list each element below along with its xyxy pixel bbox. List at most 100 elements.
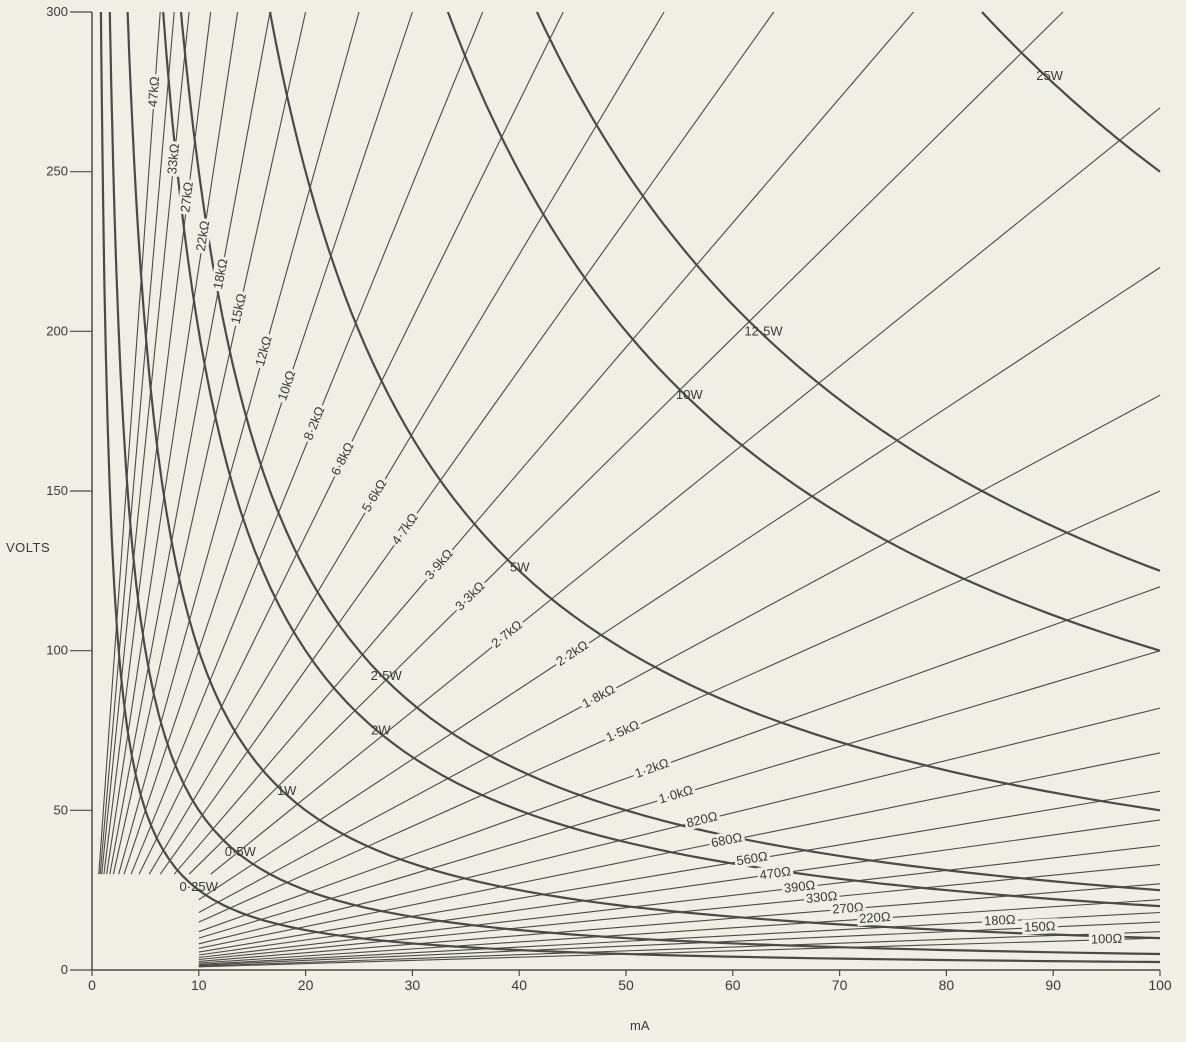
y-axis-label: VOLTS: [6, 540, 51, 555]
resistance-line-7: [118, 11, 360, 875]
resistance-label-bg-15: [486, 615, 527, 652]
resistance-label-bg-13: [420, 544, 458, 584]
resistance-label-11: 5·6kΩ: [359, 476, 390, 514]
resistance-line-19: [198, 586, 1161, 933]
resistance-label-9: 8·2kΩ: [300, 404, 327, 442]
power-curve-8: [981, 11, 1161, 173]
y-tick-label-5: 250: [46, 164, 68, 179]
resistance-line-11: [148, 11, 665, 875]
resistance-line-24: [198, 819, 1161, 956]
resistance-label-bg-16: [551, 635, 593, 670]
power-label-2: 1W: [277, 783, 297, 798]
resistance-label-21: 820Ω: [685, 808, 719, 830]
resistance-line-23: [198, 790, 1161, 953]
power-curve-0: [99, 11, 1161, 964]
power-label-6: 10W: [676, 387, 703, 402]
resistance-line-9: [130, 11, 484, 875]
y-tick-label-6: 300: [46, 4, 68, 19]
x-tick-label-3: 30: [405, 977, 421, 993]
resistance-label-12: 4·7kΩ: [388, 510, 421, 547]
resistance-label-bg-23: [733, 847, 771, 869]
power-curve-4: [179, 11, 1161, 892]
resistance-line-14: [188, 11, 1064, 875]
resistance-label-bg-19: [630, 754, 673, 782]
resistance-line-6: [112, 11, 307, 875]
x-axis-label: mA: [630, 1018, 650, 1033]
resistance-line-13: [173, 11, 914, 875]
resistance-label-32: 100Ω: [1091, 931, 1123, 947]
resistance-label-23: 560Ω: [735, 848, 769, 868]
resistance-label-bg-9: [299, 402, 329, 445]
resistance-label-bg-32: [1088, 930, 1125, 947]
power-label-1: 0·5W: [225, 844, 257, 859]
resistance-label-27: 270Ω: [832, 899, 865, 916]
resistance-line-17: [198, 394, 1161, 913]
power-label-7: 12·5W: [744, 323, 783, 338]
resistance-label-30: 150Ω: [1024, 918, 1056, 934]
resistance-line-1: [99, 11, 175, 875]
resistance-label-bg-0: [144, 73, 163, 110]
resistance-label-29: 180Ω: [984, 912, 1016, 929]
y-tick-label-1: 50: [54, 802, 68, 817]
power-curve-7: [535, 11, 1161, 572]
resistance-label-bg-28: [856, 908, 894, 927]
resistance-line-2: [101, 11, 190, 875]
resistance-label-bg-8: [273, 366, 300, 405]
resistance-line-28: [198, 899, 1161, 964]
resistance-line-18: [198, 490, 1161, 923]
power-label-0: 0·25W: [180, 879, 219, 894]
resistance-label-20: 1·0kΩ: [657, 782, 695, 806]
resistance-label-bg-4: [192, 217, 213, 255]
resistance-label-bg-22: [707, 828, 746, 851]
resistance-label-10: 6·8kΩ: [328, 439, 357, 477]
resistance-label-bg-20: [654, 781, 697, 808]
resistance-label-bg-21: [682, 807, 722, 831]
x-tick-label-2: 20: [298, 977, 314, 993]
y-tick-label-4: 200: [46, 323, 68, 338]
resistance-label-22: 680Ω: [710, 829, 744, 850]
y-tick-label-0: 0: [61, 962, 68, 977]
x-tick-label-6: 60: [725, 977, 741, 993]
x-tick-label-0: 0: [88, 977, 96, 993]
x-tick-label-10: 100: [1148, 977, 1172, 993]
x-tick-label-7: 70: [832, 977, 848, 993]
resistance-label-bg-18: [601, 715, 644, 746]
resistance-label-bg-26: [803, 887, 841, 907]
power-curve-6: [446, 11, 1161, 652]
resistance-label-bg-14: [450, 576, 490, 615]
power-curve-1: [108, 11, 1161, 956]
resistance-label-24: 470Ω: [759, 863, 792, 882]
resistance-label-5: 18kΩ: [210, 257, 230, 290]
resistance-label-bg-10: [326, 437, 358, 480]
resistance-label-19: 1·2kΩ: [633, 755, 671, 781]
resistance-label-bg-12: [387, 508, 423, 550]
resistance-line-31: [198, 931, 1161, 967]
resistance-line-32: [198, 937, 1161, 968]
resistance-label-6: 15kΩ: [228, 292, 249, 325]
resistance-line-30: [198, 921, 1161, 966]
resistance-label-bg-3: [177, 178, 197, 216]
resistance-label-bg-2: [163, 140, 183, 177]
resistance-line-16: [198, 267, 1161, 901]
resistance-label-17: 1·8kΩ: [579, 681, 617, 711]
resistance-label-16: 2·2kΩ: [553, 637, 591, 669]
resistance-label-0: 47kΩ: [145, 76, 162, 108]
resistance-line-22: [198, 752, 1161, 949]
power-label-3: 2W: [371, 723, 391, 738]
resistance-label-18: 1·5kΩ: [603, 717, 641, 745]
resistance-label-26: 330Ω: [805, 888, 838, 906]
resistance-label-7: 12kΩ: [252, 334, 275, 368]
resistance-label-bg-24: [756, 863, 794, 883]
resistance-label-2: 33kΩ: [164, 143, 182, 175]
resistance-line-27: [198, 883, 1161, 962]
y-tick-label-3: 150: [46, 483, 68, 498]
resistance-label-bg-11: [357, 474, 391, 517]
x-tick-label-4: 40: [511, 977, 527, 993]
resistance-line-15: [210, 107, 1161, 875]
resistance-line-0: [98, 11, 161, 875]
power-curve-3: [162, 11, 1161, 908]
power-label-8: 25W: [1036, 68, 1063, 83]
resistance-line-12: [159, 11, 775, 875]
power-label-5: 5W: [510, 560, 530, 575]
